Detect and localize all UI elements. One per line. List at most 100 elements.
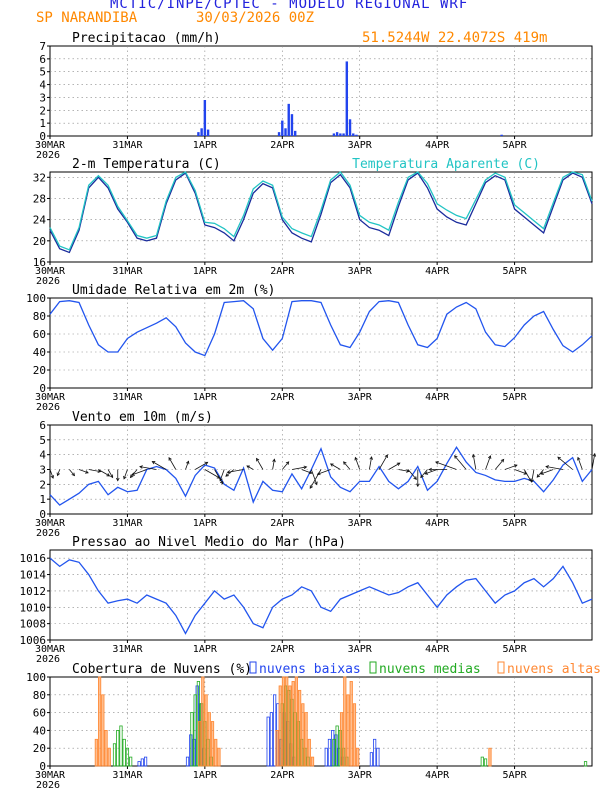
wind-arrow: [388, 462, 401, 470]
chart-title: MCTIC/INPE/CPTEC - MODELO REGIONAL WRF: [110, 0, 469, 12]
cloud-bar: [298, 689, 302, 767]
cloud-bar: [281, 676, 286, 767]
cloud-bar: [291, 681, 295, 767]
cloud-bar: [339, 712, 344, 767]
apparent-series-line: [49, 171, 593, 251]
legend-swatch: [369, 661, 377, 674]
x-tick-label: 1APR: [193, 140, 218, 151]
x-tick-label: 1APR: [193, 392, 218, 403]
y-tick-label: 40: [33, 724, 46, 737]
wind-arrow: [472, 454, 477, 470]
wind-arrow-head: [219, 480, 224, 485]
wind-arrow: [591, 453, 596, 470]
forecast-date: 30/03/2026 00Z: [196, 10, 315, 26]
cloud-bar: [301, 703, 305, 767]
wind-arrow: [88, 469, 101, 472]
panel-title: Umidade Relativa em 2m (%): [72, 283, 276, 298]
wind-arrow-head: [428, 467, 433, 472]
wind-arrow-head: [285, 461, 290, 465]
cloud-bar: [97, 676, 102, 767]
y-tick-label: 3: [39, 464, 46, 477]
cloud-bar: [327, 738, 332, 767]
wind-arrow: [310, 469, 318, 485]
cloud-bar: [488, 747, 492, 767]
wind-arrow-head: [557, 456, 561, 461]
wind-arrow: [227, 469, 244, 473]
wind-arrow: [194, 461, 208, 470]
x-tick-label: 3APR: [348, 392, 373, 403]
station-name: SP NARANDIBA: [36, 10, 138, 26]
y-tick-label: 2: [39, 104, 46, 117]
wind-arrow-head: [123, 475, 127, 480]
wind-arrow-head: [303, 465, 308, 470]
x-tick-label: 2APR: [270, 770, 295, 781]
y-tick-label: 4: [39, 449, 46, 462]
panel-title: Precipitacao (mm/h): [72, 31, 221, 46]
wind-arrow: [514, 469, 527, 475]
cloud-bar: [275, 730, 279, 767]
y-tick-label: 32: [33, 171, 46, 184]
y-tick-label: 0: [39, 382, 46, 395]
wind-arrow: [435, 461, 457, 470]
x-axis-year: 2026: [36, 402, 60, 413]
wind-arrow: [204, 469, 220, 479]
wind-arrow: [540, 469, 554, 475]
cloud-bar: [94, 738, 98, 767]
wind-arrow: [531, 469, 535, 483]
panel-frame: [49, 45, 593, 137]
cloud-bar: [373, 738, 377, 767]
wind-arrow-head: [530, 479, 534, 483]
series-line: [49, 300, 593, 357]
cloud-bar: [352, 703, 357, 767]
wind-arrow-head: [424, 471, 429, 475]
wind-arrow-head: [343, 461, 347, 465]
x-tick-label: 5APR: [503, 518, 528, 529]
wind-arrow: [185, 461, 189, 470]
precip-bar: [345, 61, 349, 136]
x-tick-label: 2APR: [270, 266, 295, 277]
x-tick-label: 1APR: [193, 644, 218, 655]
wind-arrow: [139, 466, 157, 470]
precip-bar: [342, 133, 345, 136]
x-tick-label: 1APR: [193, 266, 218, 277]
cloud-bar: [190, 712, 194, 767]
cloud-bar: [122, 738, 126, 767]
x-tick-label: 31MAR: [112, 770, 143, 781]
legend-label: nuvens medias: [379, 662, 481, 677]
x-tick-label: 31MAR: [112, 518, 143, 529]
wind-arrow-head: [129, 474, 134, 479]
y-tick-label: 60: [33, 328, 46, 341]
cloud-bar: [288, 685, 292, 767]
x-tick-label: 30MAR: [35, 140, 66, 151]
wind-arrow-head: [168, 456, 172, 461]
y-tick-label: 6: [39, 419, 46, 432]
x-tick-label: 30MAR: [35, 770, 66, 781]
cloud-bar: [583, 761, 588, 767]
wind-arrow: [407, 469, 417, 480]
x-tick-label: 5APR: [503, 266, 528, 277]
cloud-bar: [349, 681, 353, 767]
x-axis-year: 2026: [36, 528, 60, 539]
y-tick-label: 16: [33, 256, 46, 269]
precip-bar: [348, 119, 352, 136]
wind-arrow: [354, 457, 361, 470]
x-tick-label: 2APR: [270, 392, 295, 403]
wind-arrow-head: [185, 460, 190, 465]
y-tick-label: 5: [39, 434, 46, 447]
cloud-bar: [307, 738, 311, 767]
wind-arrow: [246, 465, 254, 470]
wind-arrow-head: [246, 465, 251, 469]
x-tick-label: 4APR: [425, 392, 450, 403]
wind-arrow-head: [225, 473, 229, 477]
x-axis-year: 2026: [36, 780, 60, 791]
x-tick-label: 5APR: [503, 770, 528, 781]
y-tick-label: 100: [26, 671, 46, 684]
wind-arrow-head: [151, 461, 156, 465]
cloud-bar: [207, 712, 211, 767]
x-tick-label: 4APR: [425, 770, 450, 781]
cloud-bar: [356, 747, 360, 767]
panel-title-apparent: Temperatura Aparente (C): [352, 157, 540, 172]
precip-bar: [290, 114, 294, 136]
precip-bar: [500, 134, 503, 136]
precip-bar: [355, 134, 358, 136]
